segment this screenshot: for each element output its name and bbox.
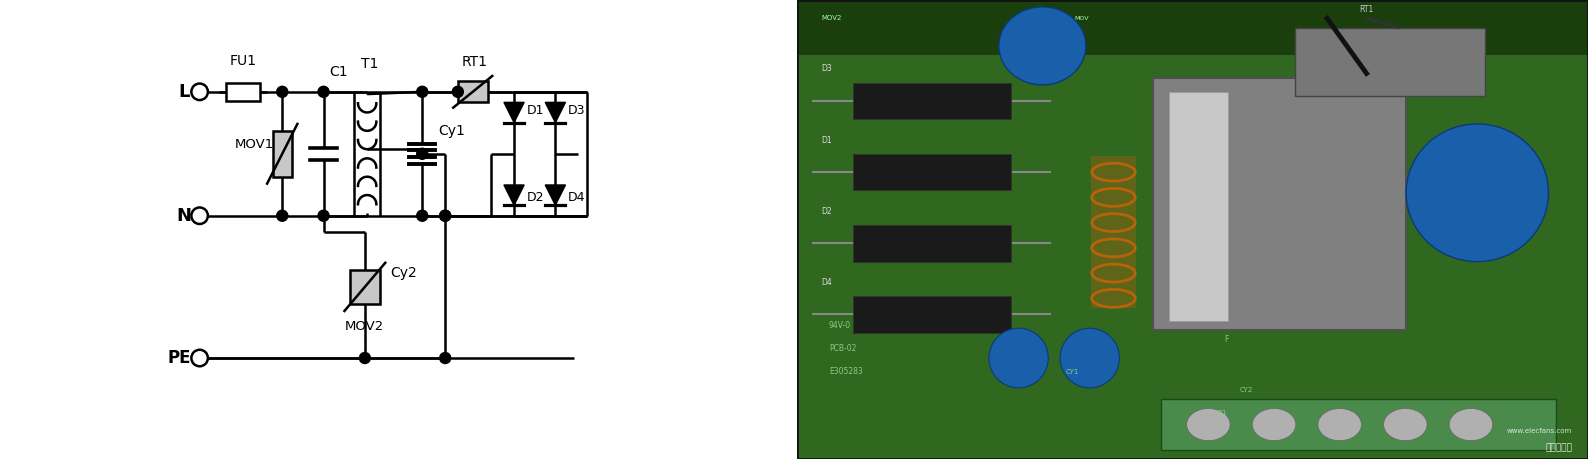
- Text: CY2: CY2: [1240, 387, 1253, 393]
- Text: 电子发烧友: 电子发烧友: [1545, 443, 1572, 452]
- Bar: [797, 0, 1588, 55]
- Circle shape: [318, 86, 329, 97]
- Text: D1: D1: [527, 104, 545, 117]
- Ellipse shape: [1061, 328, 1120, 388]
- Text: F: F: [1224, 335, 1229, 344]
- Text: L: L: [178, 83, 189, 101]
- Bar: [1161, 399, 1556, 450]
- Ellipse shape: [1450, 409, 1493, 441]
- Bar: [853, 296, 1010, 333]
- Text: 94V-0: 94V-0: [829, 321, 851, 330]
- Circle shape: [440, 210, 451, 221]
- Text: MOV1: MOV1: [235, 138, 275, 151]
- Bar: [273, 131, 292, 177]
- Polygon shape: [545, 185, 565, 205]
- Bar: [853, 154, 1010, 190]
- Bar: [853, 83, 1010, 119]
- Text: RT1: RT1: [462, 55, 488, 69]
- Polygon shape: [503, 185, 524, 205]
- Bar: [349, 269, 380, 304]
- Ellipse shape: [1253, 409, 1296, 441]
- Bar: [1296, 28, 1485, 96]
- Text: CY1: CY1: [1066, 369, 1080, 375]
- Circle shape: [453, 86, 464, 97]
- Ellipse shape: [989, 328, 1048, 388]
- Ellipse shape: [1186, 409, 1231, 441]
- Ellipse shape: [1405, 124, 1548, 262]
- Text: Cy2: Cy2: [391, 266, 418, 280]
- Circle shape: [416, 86, 427, 97]
- Text: T1: T1: [360, 57, 378, 71]
- Circle shape: [318, 210, 329, 221]
- Text: PCB-02: PCB-02: [829, 344, 856, 353]
- Circle shape: [359, 353, 370, 364]
- Text: JP1: JP1: [1216, 410, 1228, 416]
- Circle shape: [276, 86, 287, 97]
- Bar: [457, 81, 488, 102]
- Ellipse shape: [1318, 409, 1361, 441]
- Circle shape: [416, 148, 427, 159]
- Text: MOV2: MOV2: [821, 15, 842, 22]
- Ellipse shape: [1383, 409, 1428, 441]
- Bar: [1169, 92, 1228, 321]
- Bar: [1153, 78, 1405, 330]
- Circle shape: [440, 210, 451, 221]
- Bar: [853, 225, 1010, 262]
- Circle shape: [440, 353, 451, 364]
- Text: D1: D1: [821, 135, 832, 145]
- Text: FU1: FU1: [230, 54, 257, 68]
- Text: www.elecfans.com: www.elecfans.com: [1507, 428, 1572, 434]
- Text: MOV2: MOV2: [345, 320, 384, 333]
- Text: Cy1: Cy1: [438, 124, 465, 138]
- Polygon shape: [545, 102, 565, 123]
- Bar: [1091, 156, 1135, 308]
- Text: D3: D3: [569, 104, 586, 117]
- Circle shape: [276, 210, 287, 221]
- Text: PE: PE: [167, 349, 191, 367]
- Text: E305283: E305283: [829, 367, 862, 376]
- Text: D4: D4: [569, 191, 586, 204]
- Text: C1: C1: [329, 65, 348, 79]
- Text: RT1: RT1: [1359, 5, 1374, 14]
- Text: D3: D3: [821, 64, 832, 73]
- Text: D2: D2: [821, 207, 832, 216]
- Polygon shape: [503, 102, 524, 123]
- Circle shape: [416, 210, 427, 221]
- Text: MOV: MOV: [1073, 16, 1088, 21]
- Text: N: N: [176, 207, 191, 225]
- Text: D2: D2: [527, 191, 545, 204]
- Ellipse shape: [999, 7, 1086, 85]
- Bar: [225, 83, 260, 101]
- Text: D4: D4: [821, 278, 832, 287]
